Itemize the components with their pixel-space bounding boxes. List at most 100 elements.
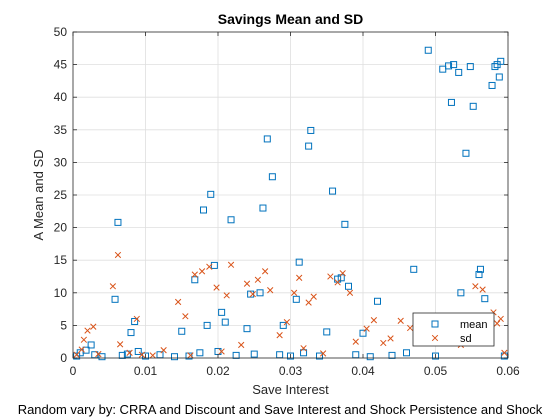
x-tick-label: 0.02: [206, 364, 230, 378]
mean-point: [263, 135, 271, 143]
y-tick-label: 25: [54, 188, 68, 202]
sd-point: [254, 276, 262, 283]
sd-point: [352, 338, 359, 345]
y-tick-label: 10: [54, 286, 68, 300]
mean-point: [316, 352, 323, 360]
legend: mean sd: [412, 312, 495, 347]
sd-point: [276, 332, 283, 339]
mean-point: [279, 321, 287, 329]
sd-point: [397, 317, 404, 324]
x-tick-label: 0: [70, 364, 77, 378]
mean-point: [287, 352, 294, 360]
mean-point: [178, 327, 186, 335]
mean-point: [366, 353, 374, 361]
mean-point: [491, 63, 499, 71]
mean-point: [374, 297, 381, 305]
y-tick-label: 30: [54, 155, 68, 169]
sd-point: [290, 289, 298, 296]
sd-point: [243, 280, 251, 287]
mean-point: [432, 352, 439, 360]
y-tick-label: 50: [54, 25, 68, 39]
sd-point: [182, 313, 189, 320]
mean-point: [457, 289, 465, 297]
mean-point: [191, 276, 199, 284]
sd-point: [126, 349, 133, 356]
sd-point: [133, 315, 140, 323]
sd-point: [310, 293, 317, 300]
sd-point: [327, 273, 334, 280]
sd-point: [223, 292, 230, 299]
mean-point: [466, 63, 474, 71]
mean-point: [300, 349, 308, 357]
x-tick-label: 0.06: [496, 364, 520, 378]
sd-point: [114, 251, 122, 259]
mean-point: [341, 220, 349, 228]
mean-point: [131, 317, 139, 325]
sd-point: [249, 290, 256, 298]
mean-point: [447, 98, 455, 106]
mean-point: [488, 81, 496, 89]
mean-point: [250, 350, 258, 358]
mean-point: [475, 271, 483, 279]
sd-point: [198, 268, 206, 275]
sd-point: [95, 350, 102, 358]
data-points: [73, 46, 508, 361]
x-tick-label: 0.03: [279, 364, 303, 378]
x-tick-label: 0.01: [134, 364, 158, 378]
mean-point: [210, 261, 218, 269]
sd-point: [191, 271, 198, 278]
mean-point: [200, 206, 207, 214]
sd-point: [283, 318, 291, 326]
sd-point: [406, 324, 414, 332]
axis-ticks: 0 0.01 0.02 0.03 0.04 0.05 0.06 0 5 10 15 20 25 30 35 4…: [54, 25, 520, 378]
mean-point: [497, 57, 505, 65]
legend-marker-mean: [431, 320, 439, 328]
sd-point: [80, 336, 88, 343]
mean-point: [329, 187, 337, 195]
mean-point: [185, 352, 193, 360]
sd-point: [267, 287, 274, 294]
mean-point: [424, 46, 432, 54]
mean-point: [268, 173, 276, 181]
mean-point: [495, 73, 503, 81]
mean-point: [218, 308, 226, 316]
sd-point: [90, 323, 97, 330]
y-tick-label: 35: [54, 123, 68, 137]
sd-point: [497, 315, 504, 323]
mean-point: [469, 102, 477, 110]
grid-lines: [73, 32, 508, 358]
mean-point: [227, 216, 235, 224]
mean-point: [295, 258, 303, 266]
mean-point: [450, 61, 458, 69]
x-axis-label: Save Interest: [252, 382, 329, 397]
sd-point: [493, 320, 501, 327]
sd-point: [160, 347, 167, 354]
mean-point: [345, 282, 352, 290]
mean-point: [98, 353, 106, 361]
y-tick-label: 45: [54, 58, 68, 72]
mean-point: [114, 218, 122, 226]
y-tick-label: 0: [60, 351, 67, 365]
sd-point: [213, 284, 220, 291]
sd-point: [346, 289, 354, 296]
sd-point: [380, 339, 387, 347]
sd-point: [472, 283, 479, 290]
sd-point: [300, 345, 307, 352]
y-tick-label: 20: [54, 221, 68, 235]
y-tick-label: 5: [60, 318, 67, 332]
x-tick-label: 0.04: [351, 364, 375, 378]
mean-point: [323, 328, 331, 336]
sd-point: [238, 341, 245, 349]
sd-point: [116, 341, 124, 348]
y-tick-label: 15: [54, 253, 68, 267]
legend-marker-sd: [431, 334, 439, 342]
sd-point: [363, 325, 370, 332]
mean-point: [403, 349, 410, 357]
mean-point: [359, 329, 367, 337]
mean-point: [307, 126, 315, 134]
sd-point: [261, 268, 269, 275]
sd-point: [370, 317, 378, 324]
mean-point: [445, 62, 453, 70]
sd-point: [218, 348, 225, 355]
